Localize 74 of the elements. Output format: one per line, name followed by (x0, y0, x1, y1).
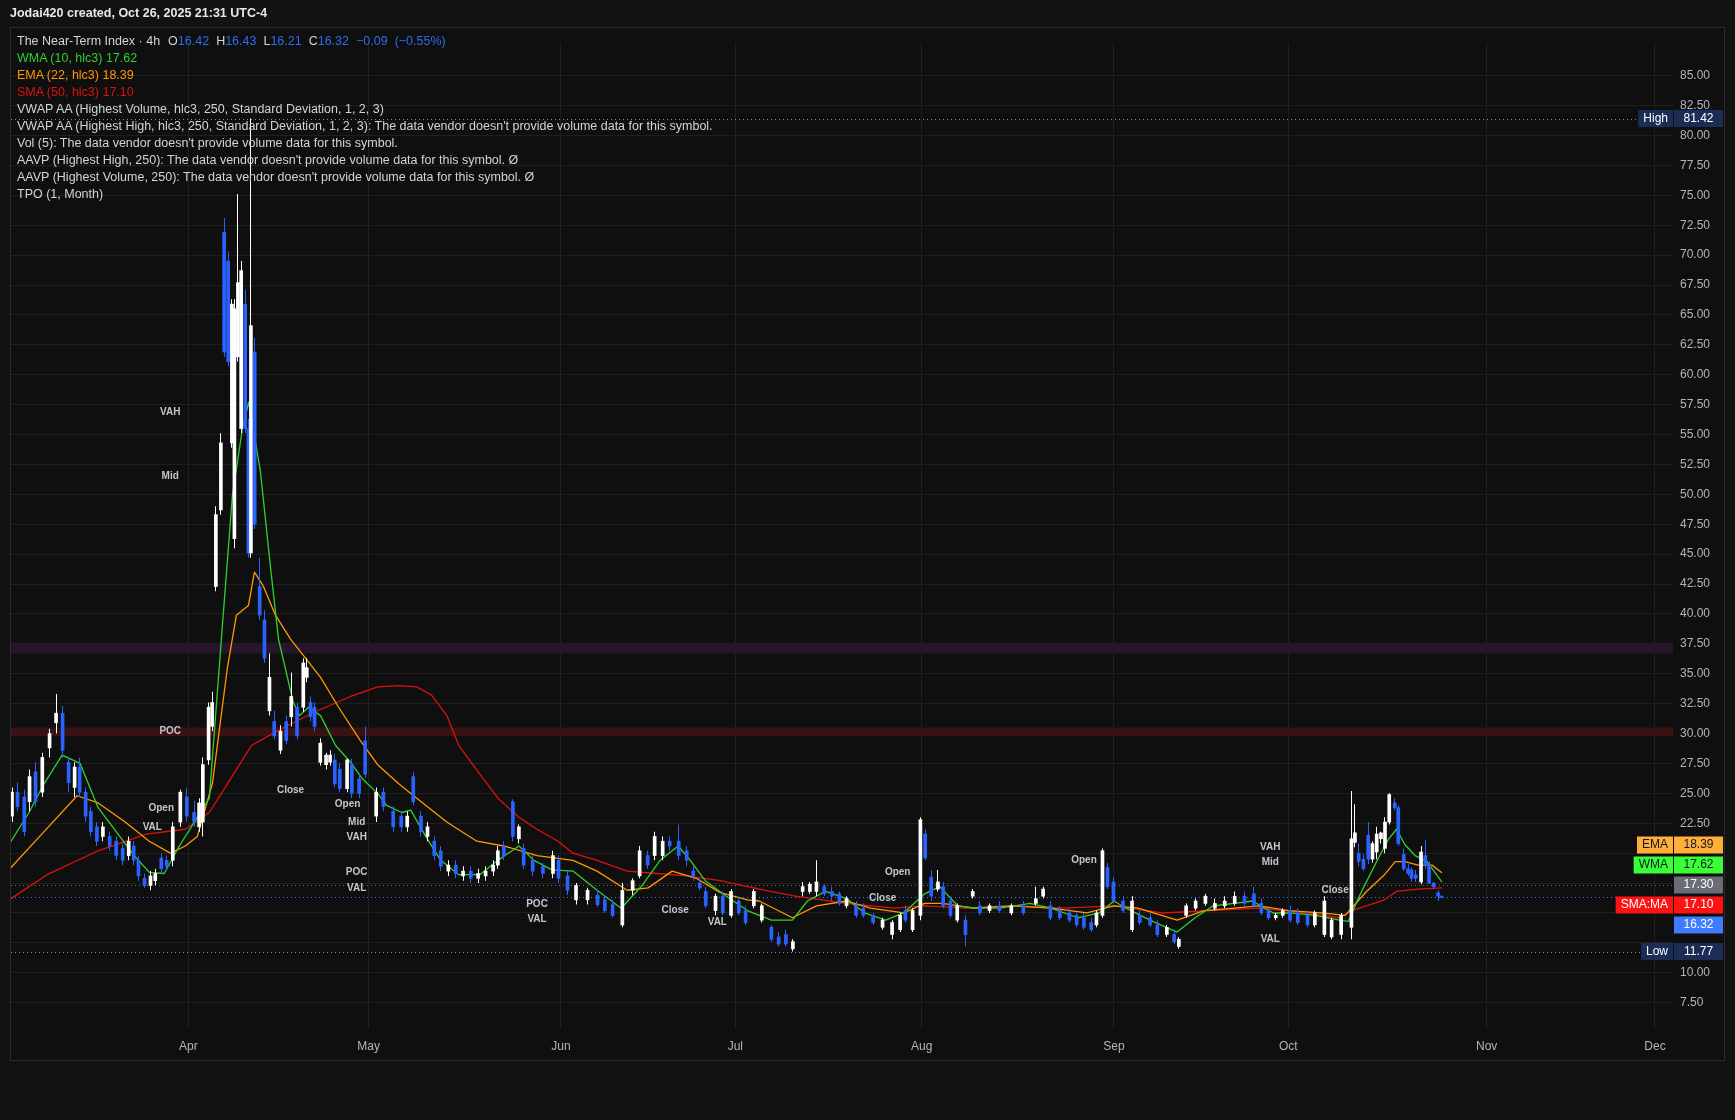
annotation: Mid (161, 470, 179, 482)
annotation: VAH (1260, 840, 1281, 852)
text: EMA 18.39 (1641, 837, 1714, 852)
text: Low 11.77 (1645, 943, 1714, 958)
text: EMA (22, hlc3) 18.39 (17, 67, 135, 84)
annotation: VAH (160, 405, 181, 417)
annotation: TPO (1, Month) (17, 186, 105, 203)
text: WMA (10, hlc3) 17.62 (17, 50, 139, 67)
y-tick-label: 50.00 (1680, 486, 1711, 501)
y-tick-label: 47.50 (1680, 516, 1711, 531)
annotation: Close (276, 783, 305, 795)
annotation: POC (159, 724, 182, 736)
annotation: Close (1321, 884, 1350, 896)
y-tick-label: 75.00 (1680, 187, 1711, 202)
annotation: VAL (142, 820, 162, 832)
text: Jodai420 created, Oct 26, 2025 21:31 UTC-4 (10, 6, 268, 20)
x-tick-label: Dec (1644, 1038, 1666, 1053)
annotation: Mid (1261, 856, 1279, 868)
y-tick-label: 77.50 (1680, 157, 1711, 172)
ref-line-label: 17.30 (1683, 877, 1714, 892)
y-tick-label: 80.00 (1680, 127, 1711, 142)
y-tick-label: 25.00 (1680, 785, 1711, 800)
text: SMA (50, hlc3) 17.10 (17, 84, 135, 101)
y-tick-label: 67.50 (1680, 277, 1711, 292)
y-tick-label: 62.50 (1680, 337, 1711, 352)
y-tick-label: 42.50 (1680, 576, 1711, 591)
y-tick-label: 57.50 (1680, 396, 1711, 411)
x-tick-label: May (357, 1038, 380, 1053)
x-tick-label: Nov (1475, 1038, 1498, 1053)
text: O16.42 H16.43 L16.21 C16.32 −0.09 (−0.55%) (168, 34, 446, 48)
x-tick-label: Aug (910, 1038, 933, 1053)
annotation: Open (148, 801, 175, 813)
ref-line-label: 16.32 (1683, 917, 1714, 932)
text: WMA 17.62 (1638, 857, 1714, 872)
annotation: Close (869, 892, 897, 904)
y-tick-label: 22.50 (1680, 815, 1711, 830)
annotation: VAL (1260, 933, 1280, 945)
y-tick-label: 82.50 (1680, 97, 1711, 112)
y-tick-label: 35.00 (1680, 666, 1711, 681)
x-tick-label: Jul (727, 1038, 743, 1053)
y-tick-label: 65.00 (1680, 307, 1711, 322)
chart-title: The Near-Term Index · 4h (17, 34, 161, 48)
y-tick-label: 32.50 (1680, 695, 1711, 710)
x-tick-label: Oct (1278, 1038, 1299, 1053)
y-tick-label: 52.50 (1680, 456, 1711, 471)
y-tick-label: 70.00 (1680, 247, 1711, 262)
y-tick-label: 7.50 (1680, 995, 1704, 1009)
y-tick-label: 55.00 (1680, 426, 1711, 441)
y-tick-label: 27.50 (1680, 755, 1711, 770)
y-tick-label: 45.00 (1680, 546, 1711, 561)
annotation: VAH (346, 831, 367, 843)
annotation: VAL (707, 916, 727, 928)
annotation: VAL (527, 912, 547, 924)
x-tick-label: Apr (178, 1038, 198, 1053)
x-tick-label: Sep (1103, 1038, 1125, 1053)
annotation: VAL (347, 881, 367, 893)
annotation: Open (334, 797, 361, 809)
text: SMA:MA 17.10 (1620, 897, 1714, 912)
y-tick-label: 37.50 (1680, 636, 1711, 651)
annotation: POC (526, 898, 548, 910)
y-tick-label: 60.00 (1680, 367, 1711, 382)
annotation: Open (884, 866, 911, 878)
x-tick-label: Jun (551, 1038, 571, 1053)
annotation: Close (661, 904, 690, 916)
annotation: POC (345, 866, 368, 878)
y-tick-label: 40.00 (1680, 606, 1711, 621)
annotation: Open (1071, 854, 1097, 866)
y-tick-label: 72.50 (1680, 217, 1711, 232)
y-tick-label: 30.00 (1680, 725, 1711, 740)
text: High 81.42 (1643, 110, 1714, 125)
y-tick-label: 10.00 (1680, 965, 1711, 980)
annotation: Mid (348, 815, 366, 827)
annotation: VWAP AA (Highest Volume, hlc3, 250, Standard Deviation, 1, 2, 3) (17, 101, 385, 118)
y-tick-label: 85.00 (1680, 68, 1711, 82)
